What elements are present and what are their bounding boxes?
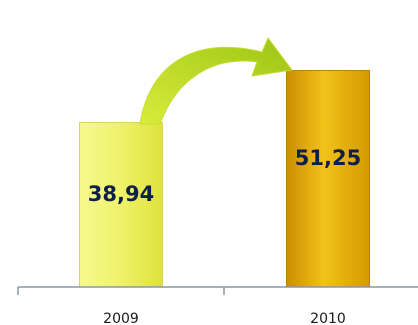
data-label-2009: 38,94 [88, 182, 154, 206]
curved-arrow-icon [139, 37, 293, 125]
bar-2010 [286, 70, 370, 288]
bars-group [79, 70, 370, 288]
x-tick-label-2010: 2010 [310, 311, 346, 325]
bar-2009 [79, 122, 163, 288]
x-tick-label-2009: 2009 [103, 311, 139, 325]
labels-group: 38,94 2009 51,25 2010 [88, 146, 361, 325]
data-label-2010: 51,25 [295, 146, 361, 170]
x-axis [17, 286, 418, 295]
